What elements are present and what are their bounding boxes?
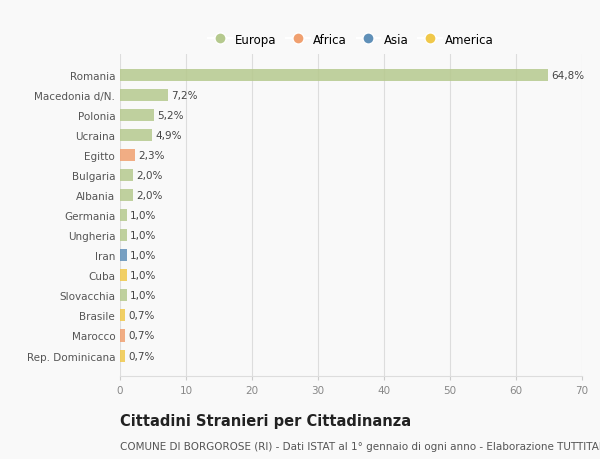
Bar bbox=[120, 330, 125, 342]
Bar bbox=[120, 130, 152, 142]
Text: 0,7%: 0,7% bbox=[128, 351, 154, 361]
Text: 5,2%: 5,2% bbox=[158, 111, 184, 121]
Bar bbox=[120, 270, 127, 282]
Text: Cittadini Stranieri per Cittadinanza: Cittadini Stranieri per Cittadinanza bbox=[120, 413, 411, 428]
Text: 1,0%: 1,0% bbox=[130, 231, 156, 241]
Bar bbox=[120, 150, 135, 162]
Text: 1,0%: 1,0% bbox=[130, 291, 156, 301]
Bar bbox=[120, 290, 127, 302]
Bar bbox=[120, 170, 133, 182]
Text: 7,2%: 7,2% bbox=[171, 91, 197, 101]
Bar bbox=[120, 250, 127, 262]
Text: 2,3%: 2,3% bbox=[139, 151, 165, 161]
Text: 1,0%: 1,0% bbox=[130, 271, 156, 281]
Bar bbox=[120, 110, 154, 122]
Text: 2,0%: 2,0% bbox=[137, 171, 163, 181]
Text: 0,7%: 0,7% bbox=[128, 311, 154, 321]
Bar bbox=[120, 70, 548, 82]
Text: 1,0%: 1,0% bbox=[130, 251, 156, 261]
Text: 4,9%: 4,9% bbox=[155, 131, 182, 141]
Text: COMUNE DI BORGOROSE (RI) - Dati ISTAT al 1° gennaio di ogni anno - Elaborazione : COMUNE DI BORGOROSE (RI) - Dati ISTAT al… bbox=[120, 441, 600, 451]
Bar bbox=[120, 90, 167, 102]
Text: 2,0%: 2,0% bbox=[137, 191, 163, 201]
Text: 1,0%: 1,0% bbox=[130, 211, 156, 221]
Text: 64,8%: 64,8% bbox=[551, 71, 584, 81]
Bar bbox=[120, 310, 125, 322]
Text: 0,7%: 0,7% bbox=[128, 331, 154, 341]
Bar bbox=[120, 210, 127, 222]
Bar bbox=[120, 350, 125, 362]
Bar bbox=[120, 230, 127, 242]
Bar bbox=[120, 190, 133, 202]
Legend: Europa, Africa, Asia, America: Europa, Africa, Asia, America bbox=[203, 29, 499, 51]
